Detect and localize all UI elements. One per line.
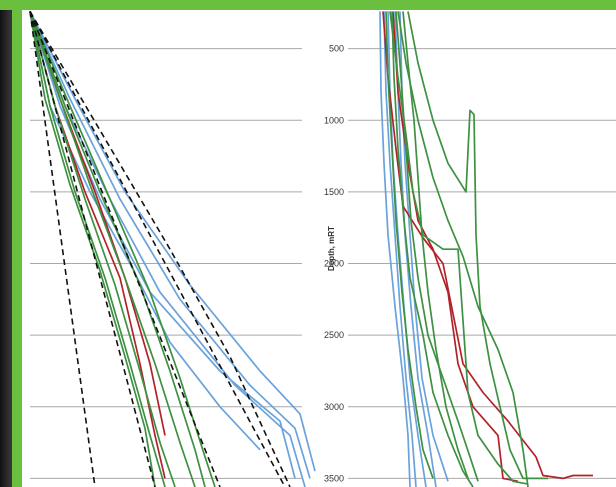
- series-line-red-5: [29, 11, 166, 479]
- chart-panel-right: 500 1000 1500 2000 2500 3000 3500 Depth, mRT: [318, 10, 616, 487]
- series-line-black-16: [29, 11, 286, 487]
- y-tick-label: 2500: [324, 330, 344, 340]
- series-line-green-7: [389, 11, 529, 485]
- series-line-green-11: [29, 11, 206, 487]
- series-line-blue-3: [29, 11, 316, 472]
- series-line-black-14: [29, 11, 156, 487]
- dark-edge-strip: [0, 10, 12, 487]
- series-line-black-13: [29, 11, 96, 487]
- series-line-green-11: [402, 11, 469, 479]
- series-line-green-10: [385, 11, 434, 479]
- series-group: [379, 11, 593, 487]
- y-tick-label: 500: [329, 44, 344, 54]
- series-line-green-8: [29, 11, 176, 487]
- y-tick-label: 3000: [324, 402, 344, 412]
- chart-right-svg: 500 1000 1500 2000 2500 3000 3500 Depth, mRT: [324, 11, 616, 487]
- series-line-green-9: [391, 11, 474, 487]
- series-line-blue-4: [383, 11, 417, 487]
- series-line-red-5: [382, 11, 593, 480]
- chart-panel-left: [22, 10, 318, 487]
- series-line-green-8: [397, 11, 529, 487]
- y-axis-title: Depth, mRT: [327, 226, 336, 271]
- series-line-green-13: [395, 11, 479, 482]
- series-group: [29, 10, 316, 487]
- series-line-black-15: [29, 11, 221, 487]
- series-line-green-10: [29, 11, 156, 487]
- series-line-blue-2: [29, 11, 311, 479]
- y-tick-label: 1500: [324, 187, 344, 197]
- series-line-green-9: [29, 11, 196, 487]
- y-tick-label: 1000: [324, 115, 344, 125]
- y-tick-label: 2000: [324, 259, 344, 269]
- series-line-green-7: [29, 11, 166, 487]
- series-line-green-12: [407, 11, 548, 480]
- series-line-black-17: [29, 10, 291, 487]
- top-accent-bar: [0, 0, 616, 10]
- y-tick-label: 3500: [324, 473, 344, 483]
- chart-left-svg: [29, 10, 316, 487]
- series-line-blue-0: [379, 11, 411, 487]
- green-edge-strip: [12, 10, 22, 487]
- series-line-blue-2: [394, 11, 437, 487]
- series-line-green-12: [29, 11, 216, 487]
